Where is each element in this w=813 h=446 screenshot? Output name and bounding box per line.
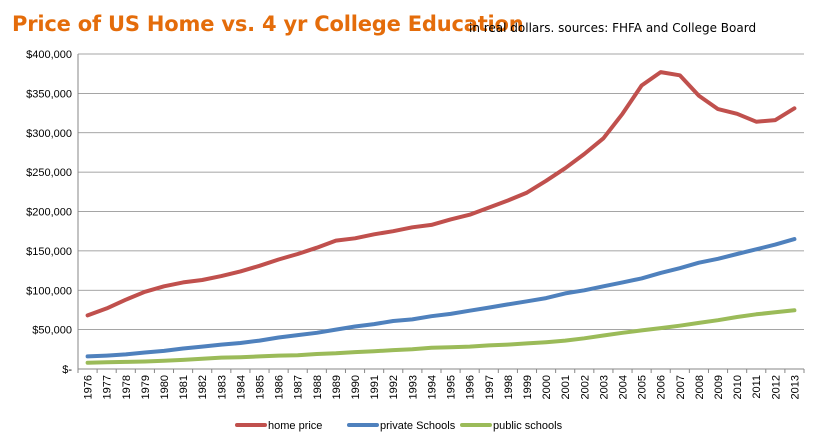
x-tick-label: 2003 bbox=[598, 375, 610, 399]
y-tick-label: $250,000 bbox=[26, 167, 72, 179]
y-tick-label: $- bbox=[62, 364, 72, 376]
x-tick-label: 1993 bbox=[407, 375, 419, 399]
x-tick-label: 1976 bbox=[83, 375, 95, 399]
x-tick-label: 2009 bbox=[713, 375, 725, 399]
series-line-private-schools bbox=[85, 237, 797, 359]
y-tick-label: $150,000 bbox=[26, 246, 72, 258]
x-tick-label: 2012 bbox=[770, 375, 782, 399]
x-tick-label: 1984 bbox=[235, 375, 247, 399]
x-tick-label: 1996 bbox=[465, 375, 477, 399]
x-tick-label: 2006 bbox=[656, 375, 668, 399]
y-tick-label: $200,000 bbox=[26, 207, 72, 219]
x-tick-label: 1977 bbox=[102, 375, 114, 399]
x-tick-label: 2005 bbox=[637, 375, 649, 399]
x-tick-label: 2011 bbox=[751, 375, 763, 399]
x-tick-label: 1990 bbox=[350, 375, 362, 399]
y-tick-label: $350,000 bbox=[26, 88, 72, 100]
x-tick-label: 1981 bbox=[178, 375, 190, 399]
series-line-home-price bbox=[85, 70, 797, 318]
x-tick-label: 1978 bbox=[121, 375, 133, 399]
x-tick-label: 1997 bbox=[484, 375, 496, 399]
y-tick-label: $400,000 bbox=[26, 49, 72, 61]
x-tick-label: 1979 bbox=[140, 375, 152, 399]
x-tick-label: 1994 bbox=[426, 375, 438, 399]
y-tick-label: $100,000 bbox=[26, 285, 72, 297]
legend-label: home price bbox=[268, 420, 322, 432]
x-tick-label: 1987 bbox=[293, 375, 305, 399]
x-tick-label: 1988 bbox=[312, 375, 324, 399]
x-tick-label: 1980 bbox=[159, 375, 171, 399]
x-tick-label: 1991 bbox=[369, 375, 381, 399]
x-tick-label: 1999 bbox=[522, 375, 534, 399]
x-tick-label: 1982 bbox=[197, 375, 209, 399]
x-tick-label: 1998 bbox=[503, 375, 515, 399]
x-tick-label: 2002 bbox=[579, 375, 591, 399]
x-tick-label: 2010 bbox=[732, 375, 744, 399]
x-tick-label: 1989 bbox=[331, 375, 343, 399]
legend-label: private Schools bbox=[380, 420, 456, 432]
x-tick-label: 1986 bbox=[274, 375, 286, 399]
x-tick-label: 2013 bbox=[789, 375, 801, 399]
x-tick-label: 2007 bbox=[675, 375, 687, 399]
x-tick-label: 1985 bbox=[255, 375, 267, 399]
x-tick-label: 1983 bbox=[216, 375, 228, 399]
x-tick-label: 2001 bbox=[560, 375, 572, 399]
legend-label: public schools bbox=[493, 420, 563, 432]
x-tick-label: 2000 bbox=[541, 375, 553, 399]
x-tick-label: 1992 bbox=[388, 375, 400, 399]
y-tick-label: $50,000 bbox=[32, 325, 72, 337]
chart-subtitle: in real dollars. sources: FHFA and Colle… bbox=[469, 21, 757, 35]
x-tick-label: 2008 bbox=[694, 375, 706, 399]
y-tick-label: $300,000 bbox=[26, 128, 72, 140]
x-tick-label: 1995 bbox=[446, 375, 458, 399]
x-tick-label: 2004 bbox=[618, 375, 630, 399]
chart-title: Price of US Home vs. 4 yr College Educat… bbox=[12, 12, 524, 36]
series-line-public-schools bbox=[85, 308, 797, 365]
